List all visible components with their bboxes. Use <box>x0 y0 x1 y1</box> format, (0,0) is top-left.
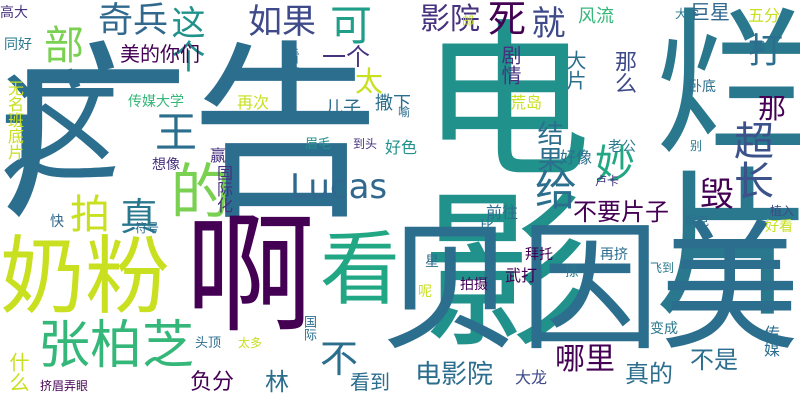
word-75: 再挤 <box>600 247 628 263</box>
word-84: 头顶 <box>195 336 222 351</box>
word-71: 符号 <box>135 221 160 235</box>
word-69: 耐克 <box>685 214 710 228</box>
word-34: 太 <box>355 65 384 98</box>
word-80: 呢 <box>418 284 432 300</box>
word-78: 武打 <box>505 266 538 285</box>
word-7: 这 <box>0 60 120 199</box>
word-61: 国际化 <box>214 165 233 213</box>
word-49: 不是 <box>690 346 738 374</box>
word-5: 奶粉 <box>0 228 171 327</box>
word-9: 给 <box>535 166 578 215</box>
word-59: 想像 <box>152 157 180 173</box>
word-87: 看过 <box>281 48 300 80</box>
word-26: 大学 <box>675 7 700 21</box>
word-30: 同好 <box>4 37 32 53</box>
word-82: 变成 <box>650 321 678 337</box>
word-54: 再次 <box>237 93 270 112</box>
word-21: 可 <box>330 1 373 50</box>
word-32: 王 <box>155 108 198 157</box>
word-81: 国际 <box>301 315 316 341</box>
word-15: 超长 <box>727 120 773 200</box>
word-85: 太多 <box>238 336 263 350</box>
word-41: 不要片子 <box>573 198 669 226</box>
word-92: 喻 <box>398 105 411 119</box>
word-53: 无名班底片 <box>5 80 24 160</box>
word-93: 翻 <box>751 40 765 52</box>
word-83: 传媒 <box>761 325 780 357</box>
word-20: 如果 <box>248 2 316 42</box>
word-60: 赢 <box>210 146 227 165</box>
word-0: 广告 <box>0 24 381 245</box>
word-66: 别 <box>690 139 703 153</box>
word-46: 电影院 <box>415 360 494 390</box>
word-62: 前往 <box>486 203 519 222</box>
word-36: 撒下 <box>375 93 411 114</box>
word-74: 拜托 <box>525 247 553 263</box>
word-17: 部 <box>44 23 84 69</box>
word-14: 妙 <box>595 142 635 188</box>
word-4: 贝因美 <box>379 208 800 371</box>
word-33: 一个 <box>322 43 370 71</box>
word-76: 飞到 <box>650 261 675 275</box>
word-55: 荒岛 <box>510 93 543 112</box>
word-63: 好像 <box>560 148 593 167</box>
word-37: 那么 <box>611 50 636 94</box>
word-13: Lucas <box>290 167 388 207</box>
word-18: 奇兵 <box>98 1 169 41</box>
word-27: 巨星 <box>690 0 730 24</box>
word-22: 影院 <box>420 2 480 37</box>
word-56: 好色 <box>385 138 418 157</box>
word-23: 死 <box>488 0 527 41</box>
word-64: 老公 <box>608 139 636 155</box>
word-47: 哪里 <box>555 342 615 377</box>
word-28: 五分 <box>748 6 781 25</box>
word-91: 邮 <box>462 14 475 28</box>
word-40: 结果 <box>533 120 563 172</box>
word-29: 高大 <box>0 5 28 21</box>
word-51: 大龙 <box>515 368 548 387</box>
word-6: 看 <box>320 223 400 316</box>
word-73: 星 <box>425 254 439 270</box>
word-67: 植入 <box>770 204 795 218</box>
word-50: 什么 <box>6 352 30 392</box>
word-11: 真 <box>120 195 159 239</box>
word-10: 拍 <box>70 192 110 238</box>
word-52: 传媒大学 <box>128 94 184 110</box>
word-3: 啊 <box>185 199 316 351</box>
word-70: 快 <box>50 214 64 230</box>
word-43: 林 <box>265 368 289 396</box>
word-68: 好看 <box>765 219 793 235</box>
word-38: 那 <box>758 92 787 125</box>
word-16: 打 <box>748 32 784 72</box>
word-2: 烂片 <box>627 0 800 320</box>
word-88: 剧情 <box>498 45 522 85</box>
word-65: 卢卡 <box>595 174 620 188</box>
word-90: 卧底 <box>688 79 716 95</box>
word-24: 就 <box>525 5 565 39</box>
word-35: 儿子 <box>325 98 361 119</box>
word-58: 到头 <box>353 137 378 151</box>
word-44: 不 <box>320 337 359 381</box>
word-77: 擦 <box>565 264 579 280</box>
word-19: 这个 <box>165 5 205 73</box>
word-31: 美的你们 <box>120 42 200 66</box>
word-42: 负分 <box>190 370 235 395</box>
word-8: 张柏芝 <box>38 316 195 376</box>
word-39: 毁 <box>700 175 734 215</box>
word-1: 电影 <box>391 12 589 352</box>
word-12: 的 <box>160 160 230 220</box>
word-48: 真的 <box>625 360 673 388</box>
word-57: 眉毛 <box>305 137 332 152</box>
word-79: 拍摄 <box>460 277 488 293</box>
word-86: 挤眉弄眼 <box>40 379 89 393</box>
word-45: 看到 <box>350 370 390 394</box>
word-25: 风流 <box>578 6 614 27</box>
word-72: 比 <box>480 219 494 235</box>
word-89: 大片 <box>563 50 587 90</box>
